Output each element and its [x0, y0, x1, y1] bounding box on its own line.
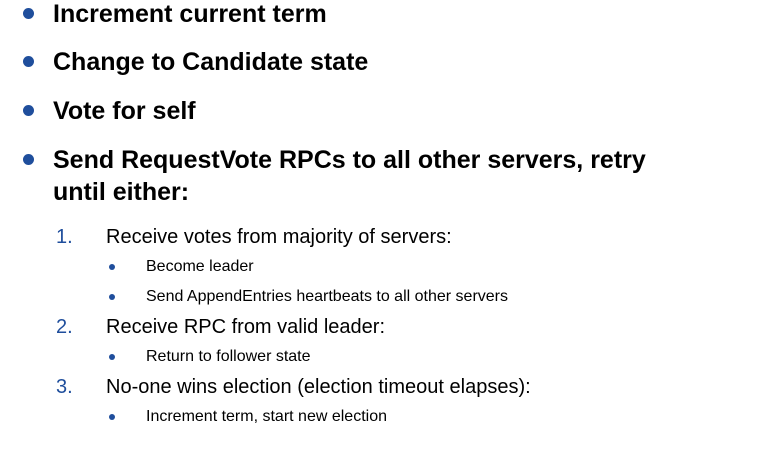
bullet-send-requestvote-cont: until either:	[53, 177, 189, 207]
bullet-dot-icon	[23, 105, 34, 116]
bullet-text: Change to Candidate state	[53, 48, 369, 76]
step-text: No-one wins election (election timeout e…	[106, 376, 531, 398]
sub-bullet-dot-icon	[109, 414, 115, 420]
bullet-increment-term: Increment current term	[23, 0, 327, 29]
step-text: Receive RPC from valid leader:	[106, 316, 385, 338]
sub-text: Become leader	[146, 258, 254, 275]
bullet-dot-icon	[23, 154, 34, 165]
bullet-vote-self: Vote for self	[23, 96, 196, 126]
step-2: 2. Receive RPC from valid leader:	[56, 315, 385, 339]
bullet-text: Vote for self	[53, 97, 196, 125]
bullet-text: until either:	[53, 178, 190, 206]
bullet-send-requestvote: Send RequestVote RPCs to all other serve…	[23, 145, 646, 175]
sub-bullet-dot-icon	[109, 294, 115, 300]
sub-text: Return to follower state	[146, 348, 311, 365]
step-number: 1.	[56, 226, 73, 248]
bullet-dot-icon	[23, 8, 34, 19]
step-number: 2.	[56, 316, 73, 338]
step-2-sub-1: Return to follower state	[109, 347, 311, 367]
sub-bullet-dot-icon	[109, 264, 115, 270]
bullet-text: Increment current term	[53, 0, 327, 28]
step-1: 1. Receive votes from majority of servers…	[56, 225, 452, 249]
bullet-dot-icon	[23, 56, 34, 67]
bullet-change-candidate: Change to Candidate state	[23, 47, 369, 77]
step-3-sub-1: Increment term, start new election	[109, 407, 387, 427]
step-number: 3.	[56, 376, 73, 398]
sub-bullet-dot-icon	[109, 354, 115, 360]
step-3: 3. No-one wins election (election timeout…	[56, 375, 531, 399]
step-1-sub-1: Become leader	[109, 257, 254, 277]
sub-text: Send AppendEntries heartbeats to all oth…	[146, 288, 508, 305]
sub-text: Increment term, start new election	[146, 408, 387, 425]
step-1-sub-2: Send AppendEntries heartbeats to all oth…	[109, 287, 508, 307]
step-text: Receive votes from majority of servers:	[106, 226, 452, 248]
bullet-text: Send RequestVote RPCs to all other serve…	[53, 146, 646, 174]
